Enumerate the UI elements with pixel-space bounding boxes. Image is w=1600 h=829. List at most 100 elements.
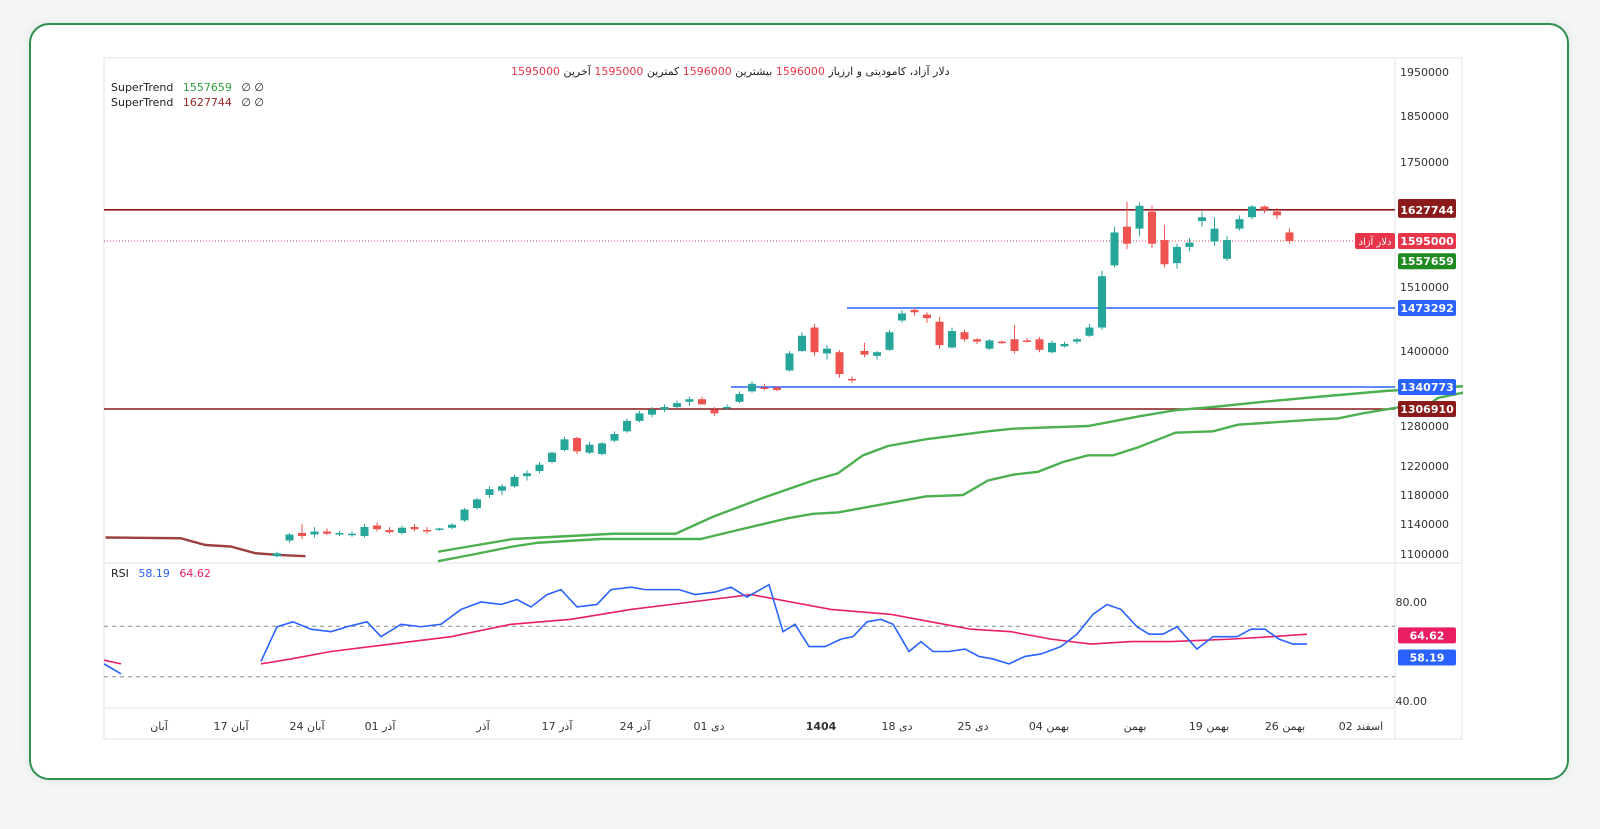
candle-body	[1210, 228, 1219, 242]
candle-body	[1135, 205, 1144, 229]
candle-body	[448, 524, 456, 528]
candle-body	[473, 499, 481, 509]
rsi-badge	[1398, 649, 1456, 666]
candle-body	[1285, 232, 1294, 241]
candle-body	[598, 443, 606, 454]
candle-body	[373, 525, 381, 530]
supertrend-legend-1: SuperTrend 1557659 ∅ ∅	[111, 81, 264, 94]
price-badge-label: 1473292	[1400, 302, 1454, 315]
candle-body	[798, 335, 806, 351]
candle-body	[1035, 339, 1044, 350]
candle-body	[1123, 226, 1131, 244]
supertrend-1-name: SuperTrend	[111, 81, 173, 94]
candle-body	[948, 331, 956, 348]
open-label: باز	[827, 65, 840, 78]
supertrend-legend-2: SuperTrend 1627744 ∅ ∅	[111, 96, 264, 109]
candle-body	[1048, 342, 1056, 353]
candle-body	[1248, 206, 1256, 218]
ohlc-legend: دلار آزاد، کامودیتی و ارز باز 1596000 بی…	[511, 64, 950, 78]
rsi-line	[260, 583, 1307, 665]
candle-body	[648, 409, 656, 415]
price-badge	[1398, 379, 1456, 395]
rsi-ma-value: 64.62	[179, 567, 211, 580]
candle-body	[610, 434, 619, 441]
candle-body	[1023, 340, 1031, 342]
candle-body	[1110, 232, 1119, 266]
candle-body	[760, 387, 769, 390]
candle-body	[485, 489, 494, 495]
candle-body	[323, 531, 331, 534]
candle-body	[773, 387, 781, 391]
plot-area	[103, 57, 1463, 740]
candle-body	[823, 348, 831, 354]
price-tick-label: 1180000	[1400, 489, 1449, 502]
candle-body	[560, 439, 569, 450]
candle-body	[423, 530, 431, 532]
rsi-ma-line	[260, 593, 1308, 665]
candle-body	[673, 403, 681, 407]
symbol-name: دلار آزاد، کامودیتی و ارز	[839, 64, 950, 78]
high-label: بیشترین	[735, 65, 772, 78]
candle-body	[1160, 240, 1169, 265]
time-label: 17 آبان	[213, 719, 249, 733]
candle-body	[360, 527, 369, 536]
time-label: 17 آذر	[542, 719, 574, 733]
candle-body	[748, 383, 756, 392]
candle-body	[1273, 211, 1281, 216]
price-badge	[1398, 253, 1456, 270]
candle-body	[348, 533, 356, 536]
candle-body	[1085, 327, 1094, 336]
candle-body	[848, 378, 856, 381]
candle-body	[660, 406, 669, 410]
candle-body	[1198, 217, 1206, 222]
chart-card: 1950000 1850000 1750000 1510000 1400000 12800…	[29, 23, 1569, 780]
candle-body	[785, 353, 794, 371]
candle-body	[835, 352, 844, 375]
time-label: 24 آذر	[620, 719, 652, 733]
candle-body	[710, 409, 719, 414]
price-badge	[1398, 401, 1456, 417]
price-tick-label: 1950000	[1400, 66, 1449, 79]
candle-body	[1173, 246, 1181, 264]
time-label: 19 بهمن	[1189, 720, 1229, 733]
time-label: 24 آبان	[289, 719, 325, 733]
price-tick-label: 1100000	[1400, 548, 1449, 561]
low-value: 1595000	[594, 65, 643, 78]
candlesticks[interactable]	[273, 201, 1294, 558]
time-label: 25 دی	[957, 720, 988, 733]
candle-body	[435, 528, 444, 530]
chart-svg[interactable]: 1950000 1850000 1750000 1510000 1400000 12800…	[31, 25, 1571, 782]
candle-body	[698, 399, 706, 405]
supertrend-2-value: 1627744	[183, 96, 232, 109]
candle-body	[510, 476, 519, 487]
candle-body	[723, 406, 731, 409]
open-value: 1596000	[776, 65, 825, 78]
time-label: 26 بهمن	[1265, 720, 1305, 733]
rsi-tick-label: 40.00	[1396, 695, 1428, 708]
supertrend-2-name: SuperTrend	[111, 96, 173, 109]
candle-body	[1185, 242, 1194, 247]
candle-body	[1073, 339, 1081, 342]
candle-body	[810, 327, 819, 353]
time-label: 04 بهمن	[1029, 720, 1069, 733]
price-tick-label: 1510000	[1400, 281, 1449, 294]
candle-body	[623, 420, 631, 432]
candle-body	[935, 321, 944, 346]
candle-body	[973, 339, 981, 342]
candle-body	[735, 393, 744, 402]
candle-body	[460, 509, 469, 521]
candle-body	[985, 340, 994, 349]
price-tick-label: 1850000	[1400, 110, 1449, 123]
time-label: آذر	[475, 719, 490, 733]
candle-body	[285, 534, 294, 541]
candle-body	[335, 533, 344, 535]
rsi-value: 58.19	[138, 567, 170, 580]
price-badges: 1630746162774415950001557659147329213407…	[1355, 199, 1456, 417]
price-tick-label: 1220000	[1400, 460, 1449, 473]
candle-body	[885, 332, 894, 350]
rsi-badge	[1398, 627, 1456, 644]
candle-body	[860, 351, 869, 355]
high-value: 1596000	[683, 65, 732, 78]
time-label: 18 دی	[881, 720, 912, 733]
candle-body	[1235, 219, 1244, 229]
